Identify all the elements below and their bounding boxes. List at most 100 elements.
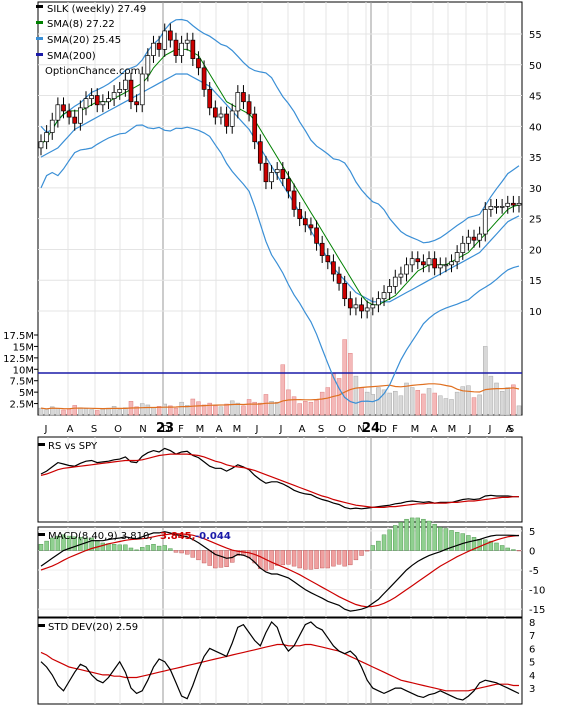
std-frame (37, 617, 523, 705)
volume-bar (111, 406, 117, 416)
legend-price: SILK (weekly) 27.49 (47, 4, 146, 15)
legend-swatch-sma200 (36, 53, 43, 56)
macd-histogram-bar (387, 529, 392, 551)
candle-body (123, 79, 128, 90)
volume-bar (184, 405, 190, 416)
price-y-tick-50: 50 (529, 61, 542, 72)
volume-bar (235, 402, 241, 416)
candle-body (325, 255, 331, 263)
volume-bar (421, 393, 426, 416)
volume-bar (151, 406, 156, 416)
candle-body (415, 258, 421, 263)
volume-bar (123, 407, 128, 416)
macd-histogram-bar (44, 540, 49, 551)
macd-histogram-bar (100, 542, 106, 551)
macd-histogram-bar (111, 544, 117, 551)
volume-bar (241, 405, 246, 416)
volume-bar (477, 394, 482, 416)
candle-body (229, 110, 235, 127)
candle-body (134, 101, 139, 106)
candle-body (494, 206, 499, 208)
macd-histogram-bar (286, 550, 291, 565)
macd-histogram-bar (140, 547, 145, 551)
volume-bar (297, 403, 302, 416)
macd-y-tick-2: -5 (529, 566, 539, 577)
macd-histogram-bar (398, 522, 404, 551)
macd-histogram-bar (218, 550, 224, 568)
macd-histogram-bar (409, 517, 415, 551)
candle-body (482, 209, 488, 235)
candle-body (291, 190, 297, 210)
candle-body (179, 42, 184, 56)
macd-histogram-bar (235, 550, 241, 556)
legend-swatch-rs (38, 443, 45, 446)
macd-histogram-bar (353, 550, 359, 561)
price-y-tick-30: 30 (529, 184, 542, 195)
volume-bar (263, 394, 269, 416)
macd-histogram-bar (72, 536, 77, 551)
candle-body (370, 304, 376, 309)
candle-body (117, 89, 123, 93)
macd-histogram-bar (466, 535, 471, 551)
volume-bar (393, 390, 398, 416)
x-label-11: J (255, 424, 259, 435)
volume-bar (449, 399, 454, 416)
volume-bar (218, 406, 224, 416)
candle-body (443, 264, 449, 267)
macd-histogram-bar (297, 550, 302, 569)
x-label-6: 23 (156, 421, 174, 436)
macd-histogram-bar (415, 517, 420, 551)
candle-body (477, 233, 482, 241)
volume-bar (370, 394, 376, 416)
volume-bar (308, 401, 314, 416)
candle-body (421, 261, 426, 266)
macd-histogram-bar (376, 540, 381, 551)
volume-bar (364, 391, 370, 416)
volume-bar (201, 404, 207, 416)
macd-histogram-bar (477, 539, 482, 551)
candle-body (488, 206, 494, 210)
x-label-23: J (468, 424, 472, 435)
macd-histogram-bar (516, 550, 522, 552)
volume-bar (196, 401, 201, 416)
rs-series-1 (40, 453, 519, 508)
macd-histogram-bar (50, 537, 55, 551)
candle-body (319, 242, 325, 256)
volume-bar (246, 399, 252, 416)
macd-title: MACD(8,40,9) 3.810, (48, 531, 153, 542)
x-label-3: O (114, 424, 122, 435)
legend-swatch-sma20 (36, 37, 43, 40)
candle-body (342, 282, 348, 300)
volume-bar (325, 387, 331, 416)
x-label-20: M (411, 424, 420, 435)
macd-histogram-bar (207, 550, 212, 566)
candle-body (55, 104, 61, 121)
macd-histogram-bar (381, 534, 387, 551)
macd-histogram-bar (364, 550, 370, 552)
candle-body (466, 236, 471, 244)
price-legend: SILK (weekly) 27.49 SMA(8) 27.22 SMA(20)… (36, 4, 146, 77)
candle-body (207, 89, 213, 109)
macd-histogram-bar (438, 527, 443, 551)
macd-histogram-bar (421, 518, 426, 551)
macd-histogram-bar (274, 550, 280, 566)
candle-body (297, 209, 303, 220)
x-label-5: D (162, 424, 170, 435)
volume-bar (252, 401, 257, 416)
volume-tick-0: 2.5M (9, 400, 34, 411)
candle-body (331, 261, 336, 275)
macd-histogram-bar (494, 542, 499, 551)
x-label-16: N (357, 424, 364, 435)
macd-y-tick-4: -15 (529, 605, 545, 616)
candle-body (100, 101, 106, 106)
candle-body (196, 58, 201, 69)
volume-bar (286, 389, 291, 416)
x-label-21: A (431, 424, 438, 435)
macd-histogram-bar (269, 550, 274, 570)
volume-bar (162, 403, 167, 416)
volume-bar (415, 390, 421, 416)
macd-histogram-bar (117, 544, 122, 551)
candle-body (314, 227, 319, 244)
macd-histogram-bar (123, 544, 128, 551)
